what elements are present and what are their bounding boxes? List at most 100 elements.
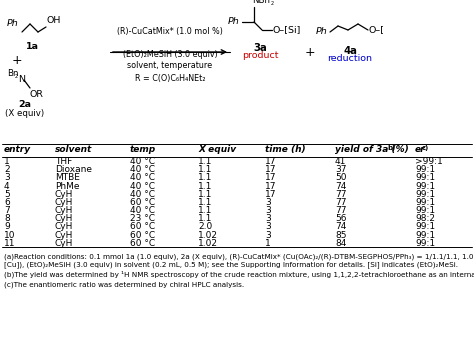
Text: 40 °C: 40 °C — [130, 190, 155, 199]
Text: 1.1: 1.1 — [198, 157, 212, 166]
Text: CyH: CyH — [55, 206, 73, 215]
Text: 3: 3 — [4, 173, 10, 182]
Text: 99:1: 99:1 — [415, 223, 435, 231]
Text: 5: 5 — [4, 190, 10, 199]
Text: 99:1: 99:1 — [415, 239, 435, 248]
Text: CyH: CyH — [55, 239, 73, 248]
Text: 10: 10 — [4, 231, 16, 240]
Text: [Cu]), (EtO)₂MeSiH (3.0 equiv) in solvent (0.2 mL, 0.5 M); see the Supporting In: [Cu]), (EtO)₂MeSiH (3.0 equiv) in solven… — [4, 261, 458, 268]
Text: 17: 17 — [265, 157, 276, 166]
Text: 1: 1 — [4, 157, 10, 166]
Text: 3: 3 — [265, 223, 271, 231]
Text: 60 °C: 60 °C — [130, 239, 155, 248]
Text: 1.02: 1.02 — [198, 231, 218, 240]
Text: c): c) — [422, 145, 429, 151]
Text: 99:1: 99:1 — [415, 231, 435, 240]
Text: (EtO)₂MeSiH (3.0 equiv): (EtO)₂MeSiH (3.0 equiv) — [123, 50, 218, 59]
Text: (b)The yield was determined by ¹H NMR spectroscopy of the crude reaction mixture: (b)The yield was determined by ¹H NMR sp… — [4, 271, 474, 278]
Text: 17: 17 — [265, 165, 276, 174]
Text: (X equiv): (X equiv) — [5, 109, 45, 118]
Text: Dioxane: Dioxane — [55, 165, 92, 174]
Text: reduction: reduction — [328, 54, 373, 63]
Text: 99:1: 99:1 — [415, 173, 435, 182]
Text: OR: OR — [30, 90, 44, 99]
Text: 23 °C: 23 °C — [130, 214, 155, 223]
Text: 99:1: 99:1 — [415, 198, 435, 207]
Text: 1.1: 1.1 — [198, 165, 212, 174]
Text: solvent, temperature: solvent, temperature — [128, 61, 212, 70]
Text: 77: 77 — [335, 206, 346, 215]
Text: >99:1: >99:1 — [415, 157, 443, 166]
Text: 1.1: 1.1 — [198, 206, 212, 215]
Text: 1.1: 1.1 — [198, 198, 212, 207]
Text: 99:1: 99:1 — [415, 190, 435, 199]
Text: Bn: Bn — [7, 70, 18, 79]
Text: 56: 56 — [335, 214, 346, 223]
Text: 3: 3 — [265, 231, 271, 240]
Text: 8: 8 — [4, 214, 10, 223]
Text: CyH: CyH — [55, 223, 73, 231]
Text: 98:2: 98:2 — [415, 214, 435, 223]
Text: 17: 17 — [265, 182, 276, 190]
Text: (c)The enantiomeric ratio was determined by chiral HPLC analysis.: (c)The enantiomeric ratio was determined… — [4, 281, 244, 287]
Text: 9: 9 — [4, 223, 10, 231]
Text: O–[: O–[ — [369, 25, 385, 34]
Text: 1.1: 1.1 — [198, 182, 212, 190]
Text: 1.1: 1.1 — [198, 214, 212, 223]
Text: 77: 77 — [335, 198, 346, 207]
Text: 4: 4 — [4, 182, 9, 190]
Text: Ph: Ph — [316, 28, 328, 37]
Text: (a)Reaction conditions: 0.1 mmol 1a (1.0 equiv), 2a (X equiv), (R)-CuCatMix* (Cu: (a)Reaction conditions: 0.1 mmol 1a (1.0… — [4, 253, 474, 260]
Text: CyH: CyH — [55, 231, 73, 240]
Text: 85: 85 — [335, 231, 346, 240]
Text: solvent: solvent — [55, 145, 92, 154]
Text: time (h): time (h) — [265, 145, 306, 154]
Text: 2: 2 — [4, 165, 9, 174]
Text: 40 °C: 40 °C — [130, 206, 155, 215]
Text: 1: 1 — [265, 239, 271, 248]
Text: 77: 77 — [335, 190, 346, 199]
Text: R = C(O)C₆H₄NEt₂: R = C(O)C₆H₄NEt₂ — [135, 74, 205, 83]
Text: (R)-CuCatMix* (1.0 mol %): (R)-CuCatMix* (1.0 mol %) — [117, 27, 223, 36]
Text: 41: 41 — [335, 157, 346, 166]
Text: 4a: 4a — [343, 46, 357, 56]
Text: 1a: 1a — [26, 42, 38, 51]
Text: CyH: CyH — [55, 198, 73, 207]
Text: 50: 50 — [335, 173, 346, 182]
Text: er: er — [415, 145, 426, 154]
Text: 1.02: 1.02 — [198, 239, 218, 248]
Text: 2a: 2a — [18, 100, 31, 109]
Text: 17: 17 — [265, 173, 276, 182]
Text: 40 °C: 40 °C — [130, 157, 155, 166]
Text: 60 °C: 60 °C — [130, 223, 155, 231]
Text: MTBE: MTBE — [55, 173, 80, 182]
Text: temp: temp — [130, 145, 156, 154]
Text: 3: 3 — [265, 214, 271, 223]
Text: 99:1: 99:1 — [415, 182, 435, 190]
Text: PhMe: PhMe — [55, 182, 80, 190]
Text: 11: 11 — [4, 239, 16, 248]
Text: 1.1: 1.1 — [198, 173, 212, 182]
Text: entry: entry — [4, 145, 31, 154]
Text: NBn: NBn — [252, 0, 270, 5]
Text: OH: OH — [47, 16, 61, 25]
Text: Ph: Ph — [7, 19, 19, 28]
Text: 40 °C: 40 °C — [130, 165, 155, 174]
Text: 74: 74 — [335, 223, 346, 231]
Text: 3: 3 — [265, 198, 271, 207]
Text: +: + — [12, 54, 23, 67]
Text: yield of 3a (%): yield of 3a (%) — [335, 145, 409, 154]
Text: 7: 7 — [4, 206, 10, 215]
Text: 40 °C: 40 °C — [130, 182, 155, 190]
Text: 60 °C: 60 °C — [130, 198, 155, 207]
Text: 1.1: 1.1 — [198, 190, 212, 199]
Text: $_2$: $_2$ — [14, 73, 18, 81]
Text: 37: 37 — [335, 165, 346, 174]
Text: 99:1: 99:1 — [415, 165, 435, 174]
Text: 74: 74 — [335, 182, 346, 190]
Text: 2.0: 2.0 — [198, 223, 212, 231]
Text: 40 °C: 40 °C — [130, 173, 155, 182]
Text: Ph: Ph — [228, 17, 240, 26]
Text: N: N — [18, 76, 25, 84]
Text: 84: 84 — [335, 239, 346, 248]
